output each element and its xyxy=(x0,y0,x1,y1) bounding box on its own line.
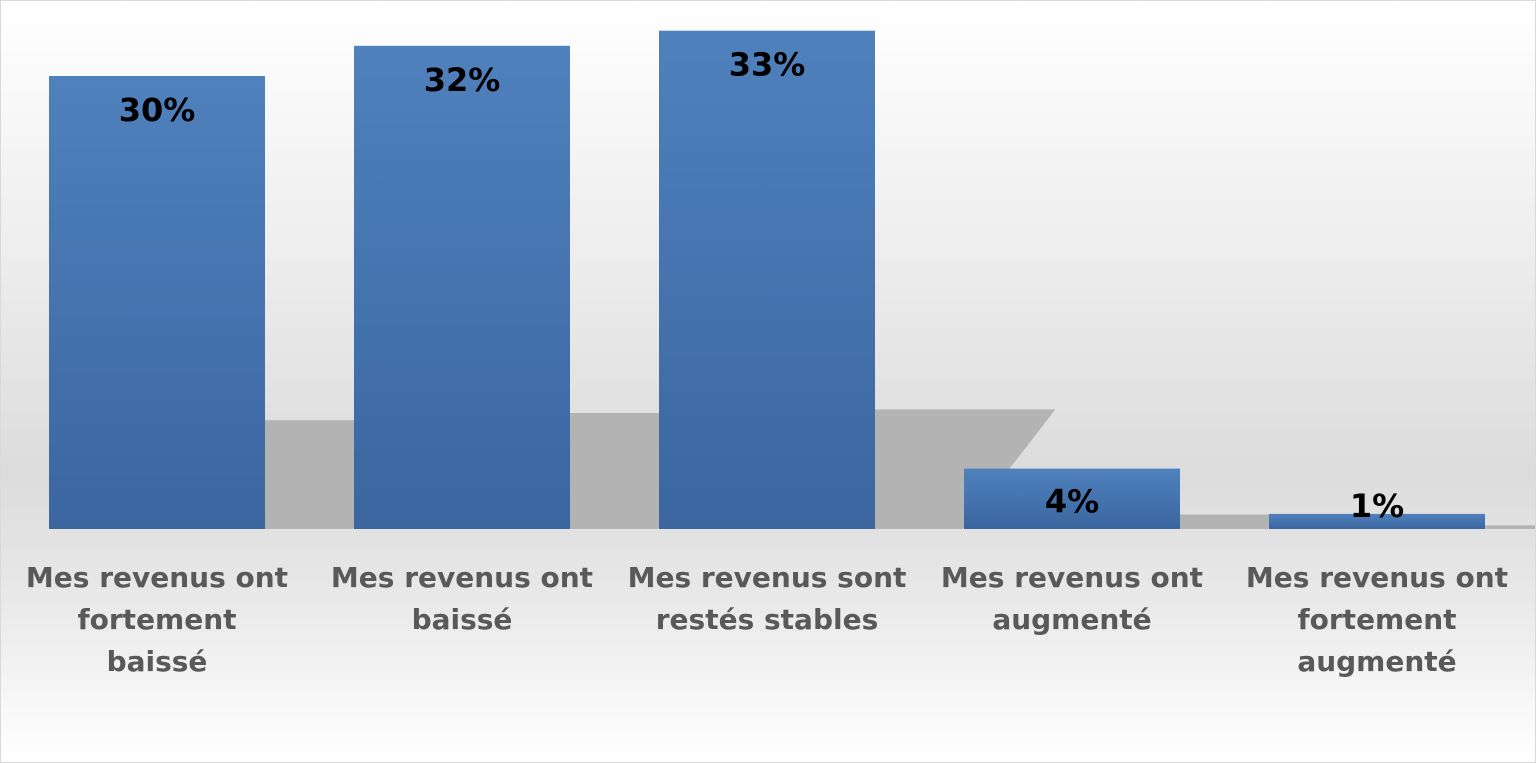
data-label: 1% xyxy=(1350,487,1404,525)
bar-shadow xyxy=(1485,525,1535,529)
category-label-line: restés stables xyxy=(656,603,879,636)
category-label-line: Mes revenus ont xyxy=(941,561,1203,594)
category-label-line: fortement xyxy=(1297,603,1456,636)
data-label: 32% xyxy=(424,61,501,99)
bar xyxy=(964,468,1180,529)
category-label-line: Mes revenus ont xyxy=(1246,561,1508,594)
category-label-line: fortement xyxy=(77,603,236,636)
category-label-line: Mes revenus ont xyxy=(331,561,593,594)
bar xyxy=(1269,513,1485,529)
category-label-line: Mes revenus sont xyxy=(628,561,907,594)
category-label: Mes revenus ont baissé xyxy=(331,561,593,636)
data-label: 33% xyxy=(729,46,806,84)
bar xyxy=(659,30,875,529)
data-labels: 30% 32% 33% 4% 1% xyxy=(119,46,1404,525)
bars xyxy=(49,30,1485,530)
category-label: Mes revenus sont restés stables xyxy=(628,561,907,636)
category-label-line: baissé xyxy=(412,603,513,636)
category-label: Mes revenus ont augmenté xyxy=(941,561,1203,636)
bar xyxy=(49,76,265,529)
category-label: Mes revenus ont fortement augmenté xyxy=(1246,561,1508,678)
bar-shadow xyxy=(1180,514,1280,529)
category-label: Mes revenus ont fortement baissé xyxy=(26,561,288,678)
category-label-line: augmenté xyxy=(992,603,1151,636)
category-label-line: baissé xyxy=(107,645,208,678)
category-label-line: augmenté xyxy=(1297,645,1456,678)
data-label: 4% xyxy=(1045,483,1099,521)
category-label-line: Mes revenus ont xyxy=(26,561,288,594)
bar xyxy=(354,45,570,530)
data-label: 30% xyxy=(119,91,196,129)
